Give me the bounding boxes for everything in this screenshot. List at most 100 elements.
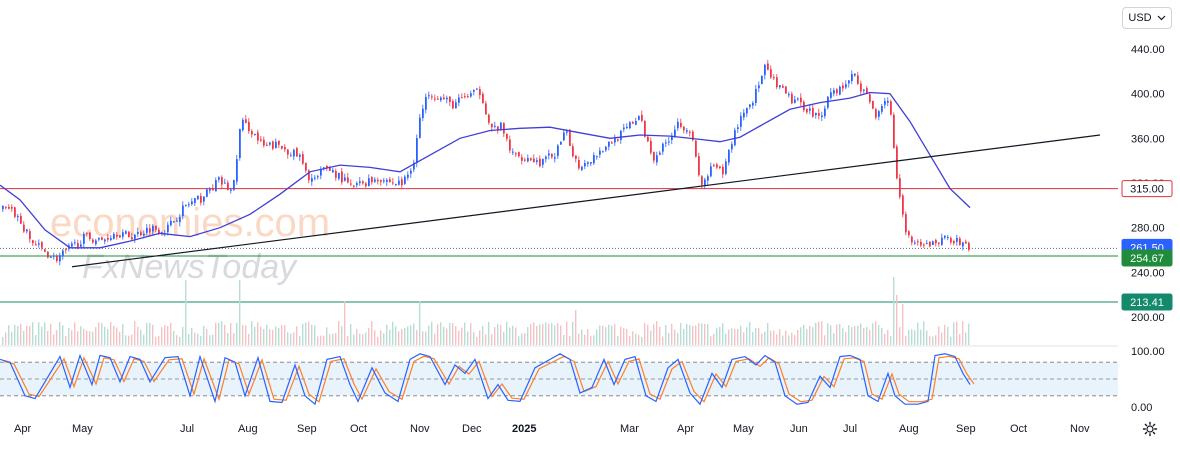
candle-body (293, 149, 295, 157)
volume-bar (365, 332, 367, 345)
volume-bar (656, 321, 658, 345)
volume-bar (407, 326, 409, 345)
volume-bar (725, 333, 727, 345)
candle-body (872, 100, 874, 109)
candle-body (593, 155, 595, 164)
volume-bar (959, 334, 961, 345)
volume-bar (338, 321, 340, 345)
candle-body (947, 237, 949, 239)
candle-body (467, 96, 469, 98)
volume-bar (743, 332, 745, 345)
candle-body (743, 112, 745, 118)
candle-body (416, 138, 418, 163)
candle-body (818, 112, 820, 116)
candle-body (533, 158, 535, 163)
candle-body (611, 142, 613, 144)
volume-bar (512, 325, 514, 345)
level-badge-support-teal (1121, 293, 1173, 311)
candle-body (839, 86, 841, 95)
candle-body (110, 238, 112, 240)
candle-body (740, 116, 742, 127)
volume-bar (545, 322, 547, 345)
volume-bar (59, 322, 61, 345)
candle-body (941, 237, 943, 245)
volume-bar (101, 323, 103, 345)
candle-body (269, 142, 271, 145)
volume-bar (932, 336, 934, 345)
candle-body (215, 180, 217, 192)
candle-body (929, 241, 931, 247)
candle-body (794, 99, 796, 103)
stochastic-k-line (0, 353, 971, 406)
volume-bar (83, 328, 85, 345)
volume-bar (212, 334, 214, 345)
y-tick-label: 360.00 (1131, 133, 1165, 145)
volume-bar (953, 322, 955, 345)
candle-body (704, 179, 706, 186)
candle-body (446, 97, 448, 100)
x-tick-label: Jul (180, 423, 194, 435)
candle-body (422, 108, 424, 119)
volume-bar (350, 324, 352, 345)
candle-body (284, 146, 286, 150)
y-tick-label: 200.00 (1131, 312, 1165, 324)
candle-body (926, 243, 928, 245)
candle-body (482, 93, 484, 104)
volume-bar (701, 323, 703, 345)
candle-body (266, 144, 268, 146)
volume-bar (554, 325, 556, 345)
volume-bar (419, 301, 421, 345)
volume-bar (140, 329, 142, 345)
volume-bar (440, 322, 442, 345)
volume-bar (224, 324, 226, 345)
x-tick-label: Aug (899, 423, 919, 435)
volume-bar (488, 321, 490, 345)
candle-body (251, 131, 253, 135)
volume-bar (332, 333, 334, 345)
candle-body (410, 170, 412, 174)
candle-body (401, 179, 403, 186)
candle-body (719, 166, 721, 168)
volume-bar (710, 336, 712, 345)
volume-bar (905, 335, 907, 345)
candle-body (572, 146, 574, 157)
candle-body (122, 232, 124, 237)
volume-bar (290, 333, 292, 345)
candle-body (917, 241, 919, 243)
currency-selector[interactable]: USD (1122, 7, 1172, 29)
candle-body (44, 249, 46, 252)
indicator-lines (0, 91, 1101, 268)
candle-body (767, 63, 769, 70)
candle-body (389, 179, 391, 183)
volume-bar (524, 332, 526, 345)
candle-body (134, 234, 136, 239)
candle-body (470, 93, 472, 97)
settings-button[interactable] (1140, 419, 1160, 439)
candle-body (458, 97, 460, 103)
volume-bar (908, 330, 910, 345)
volume-bar (881, 327, 883, 345)
candle-body (515, 153, 517, 155)
volume-bar (287, 332, 289, 345)
candle-body (713, 165, 715, 167)
x-tick-label: Oct (1010, 423, 1027, 435)
candle-body (527, 157, 529, 162)
candle-body (869, 94, 871, 102)
candle-body (881, 106, 883, 112)
candle-body (431, 96, 433, 98)
candle-body (62, 250, 64, 256)
volume-bar (263, 329, 265, 345)
candle-body (563, 132, 565, 141)
volume-bar (506, 321, 508, 345)
y-tick-label: 400.00 (1131, 89, 1165, 101)
volume-bar (443, 326, 445, 345)
volume-bar (296, 326, 298, 345)
volume-bar (272, 329, 274, 345)
volume-bar (416, 329, 418, 345)
candle-body (98, 237, 100, 240)
candle-body (785, 86, 787, 94)
candle-body (800, 97, 802, 103)
volume-bar (284, 324, 286, 345)
candle-body (554, 157, 556, 159)
